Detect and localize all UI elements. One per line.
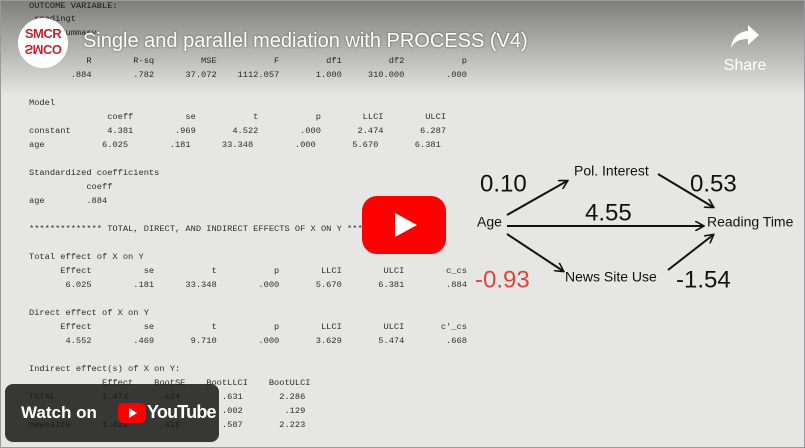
share-button[interactable]: Share bbox=[717, 19, 773, 79]
share-icon bbox=[731, 25, 759, 48]
share-label: Share bbox=[723, 57, 767, 74]
node-label: Pol. Interest bbox=[574, 163, 649, 179]
watch-on-youtube[interactable]: Watch on YouTube bbox=[5, 384, 219, 442]
output-line: .884 .782 37.072 1112.057 1.000 310.000 … bbox=[29, 69, 467, 81]
youtube-icon bbox=[118, 403, 146, 423]
youtube-wordmark: YouTube bbox=[147, 402, 217, 422]
top-shade bbox=[1, 1, 804, 96]
node-label: News Site Use bbox=[565, 269, 657, 285]
output-line: age .884 bbox=[29, 196, 108, 206]
path-coefficient: 4.55 bbox=[585, 199, 632, 226]
path-coefficient: 0.10 bbox=[480, 170, 527, 197]
output-line: Direct effect of X on Y bbox=[29, 308, 149, 318]
play-button[interactable] bbox=[362, 196, 446, 254]
node-label: Age bbox=[477, 214, 502, 230]
watch-on-label: Watch on bbox=[21, 403, 97, 422]
output-line: R R-sq MSE F df1 df2 p bbox=[29, 55, 467, 67]
output-line: Total effect of X on Y bbox=[29, 252, 144, 262]
output-line: coeff bbox=[29, 182, 113, 192]
video-title[interactable]: Single and parallel mediation with PROCE… bbox=[83, 30, 528, 52]
output-line: Standardized coefficients bbox=[29, 168, 160, 178]
output-line: 6.025 .181 33.348 .000 5.670 6.381 .884 bbox=[29, 280, 467, 290]
output-line: Indirect effect(s) of X on Y: bbox=[29, 364, 181, 374]
arrow bbox=[506, 233, 563, 271]
output-line: Model bbox=[29, 98, 56, 108]
arrow bbox=[657, 173, 713, 207]
logo-text: SMCO bbox=[24, 42, 62, 57]
path-coefficient: -0.93 bbox=[475, 266, 530, 293]
output-line: 4.552 .469 9.710 .000 3.629 5.474 .668 bbox=[29, 336, 467, 346]
output-line: Effect BootSE BootLLCI BootULCI bbox=[29, 378, 311, 388]
output-line: readingt bbox=[29, 13, 76, 25]
output-line: OUTCOME VARIABLE: bbox=[29, 1, 118, 12]
output-line: .002 .129 bbox=[221, 406, 306, 416]
arrow bbox=[667, 235, 713, 271]
output-line: coeff se t p LLCI ULCI bbox=[29, 112, 447, 122]
output-line: constant 4.381 .969 4.522 .000 2.474 6.2… bbox=[29, 126, 447, 136]
channel-logo[interactable]: SMCR SMCO bbox=[18, 18, 68, 68]
output-line: age 6.025 .181 33.348 .000 5.670 6.381 bbox=[29, 140, 441, 150]
output-line: Effect se t p LLCI ULCI c_cs bbox=[29, 266, 467, 276]
output-line: Effect se t p LLCI ULCI c'_cs bbox=[29, 322, 467, 332]
path-coefficient: 0.53 bbox=[690, 170, 737, 197]
arrow bbox=[506, 181, 567, 216]
logo-text: SMCR bbox=[24, 26, 62, 41]
node-label: Reading Time bbox=[707, 214, 794, 230]
path-coefficient: -1.54 bbox=[676, 266, 731, 293]
